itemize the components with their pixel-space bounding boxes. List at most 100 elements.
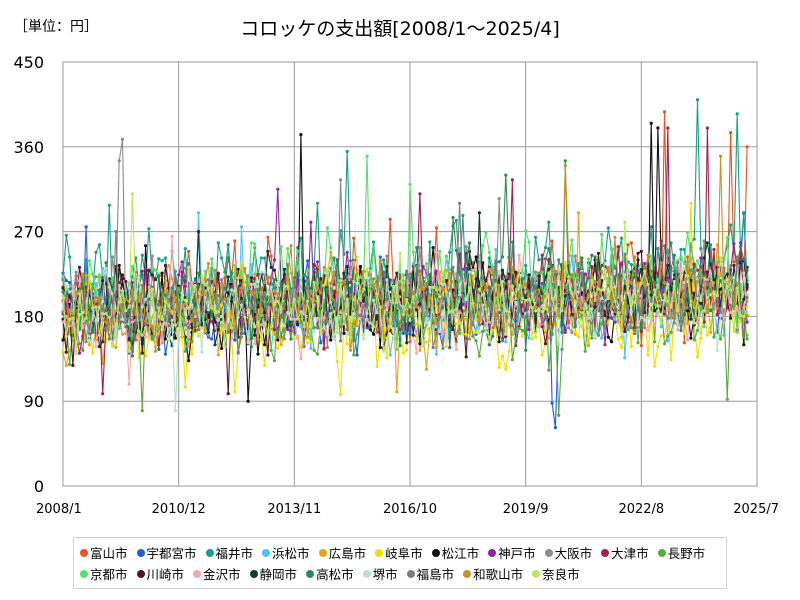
data-point: [94, 275, 98, 279]
legend-item: 静岡市: [249, 563, 297, 584]
data-point: [299, 325, 303, 329]
data-point: [547, 220, 551, 224]
data-point: [547, 247, 551, 251]
data-point: [619, 236, 624, 240]
data-point: [563, 164, 567, 168]
data-point: [183, 385, 187, 389]
data-point: [163, 322, 167, 326]
data-point: [111, 318, 115, 322]
data-point: [421, 276, 425, 280]
data-point: [296, 249, 300, 253]
data-point: [537, 325, 541, 329]
data-point: [335, 302, 339, 306]
data-point: [444, 279, 448, 283]
data-point: [672, 284, 677, 288]
legend-marker: [406, 569, 415, 578]
data-point: [137, 276, 141, 280]
data-point: [101, 308, 105, 312]
data-point: [220, 324, 224, 328]
data-point: [441, 296, 445, 301]
data-point: [649, 299, 653, 303]
data-point: [527, 297, 531, 301]
data-point: [286, 319, 290, 323]
data-point: [190, 326, 194, 330]
data-point: [550, 296, 554, 301]
data-point: [735, 255, 739, 259]
legend-item: 川崎市: [136, 563, 184, 584]
data-point: [81, 272, 85, 276]
data-point: [619, 345, 624, 350]
data-point: [653, 323, 657, 327]
data-point: [540, 253, 544, 257]
data-point: [451, 328, 455, 332]
data-point: [325, 319, 329, 323]
data-point: [375, 322, 379, 326]
data-point: [382, 287, 386, 291]
data-point: [253, 342, 257, 346]
data-point: [372, 296, 376, 300]
data-point: [738, 300, 743, 304]
data-point: [342, 271, 346, 275]
data-point: [510, 358, 514, 362]
data-point: [272, 258, 277, 262]
data-point: [167, 319, 171, 323]
data-point: [586, 257, 591, 261]
data-point: [210, 319, 214, 323]
data-point: [524, 348, 528, 352]
data-point: [580, 307, 584, 311]
data-point: [272, 268, 277, 272]
data-point: [629, 281, 634, 285]
data-point: [355, 324, 359, 328]
legend-label: 福島市: [416, 567, 455, 582]
data-point: [613, 275, 617, 279]
data-point: [91, 282, 95, 286]
data-point: [216, 310, 220, 314]
data-point: [719, 154, 723, 158]
data-point: [586, 336, 591, 340]
data-point: [524, 296, 528, 300]
data-point: [454, 307, 458, 311]
data-point: [84, 258, 88, 262]
data-point: [692, 237, 696, 241]
data-point: [286, 311, 290, 315]
data-point: [745, 296, 749, 300]
data-point: [276, 187, 280, 191]
data-point: [84, 285, 88, 289]
data-point: [418, 348, 422, 352]
data-point: [418, 342, 422, 346]
data-point: [385, 264, 389, 269]
data-point: [220, 346, 224, 350]
data-point: [315, 281, 320, 285]
data-point: [633, 255, 637, 259]
data-point: [434, 250, 438, 254]
data-point: [292, 337, 296, 341]
data-point: [239, 299, 244, 303]
data-point: [444, 290, 448, 294]
data-point: [583, 272, 587, 276]
data-point: [114, 338, 118, 342]
data-point: [659, 321, 663, 325]
data-point: [61, 295, 65, 299]
data-point: [745, 145, 749, 149]
data-point: [484, 307, 488, 311]
data-point: [448, 267, 452, 271]
data-point: [491, 264, 495, 269]
data-point: [200, 312, 204, 316]
data-point: [239, 262, 244, 266]
data-point: [424, 367, 429, 371]
data-point: [702, 239, 706, 243]
data-point: [418, 302, 422, 306]
data-point: [239, 272, 244, 276]
data-point: [745, 313, 749, 318]
data-point: [603, 294, 607, 298]
data-point: [527, 310, 531, 314]
data-point: [259, 270, 263, 274]
data-point: [319, 277, 323, 281]
data-point: [689, 303, 693, 307]
data-point: [481, 280, 485, 285]
data-point: [464, 297, 468, 301]
data-point: [137, 338, 141, 342]
data-point: [467, 337, 472, 341]
data-point: [474, 266, 478, 270]
chart-title: コロッケの支出額[2008/1～2025/4]: [240, 18, 560, 40]
